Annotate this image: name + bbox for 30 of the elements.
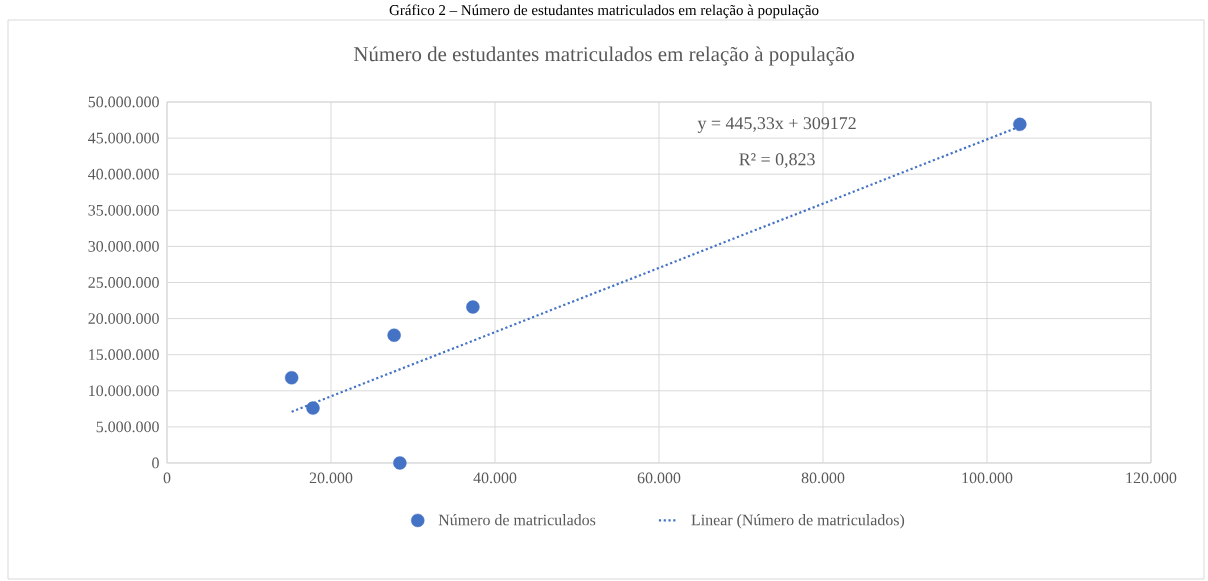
text: Gráfico 2 – Número de estudantes matriculados em relação à população (389, 4, 819, 19)
y-tick-label: 30.000.000 (88, 240, 159, 252)
x-tick-label: 0 (163, 472, 171, 484)
y-tick-label: 0 (152, 457, 159, 469)
x-tick-label: 120.000 (1126, 472, 1177, 484)
annotation: y = 445,33x + 309172 (697, 117, 856, 133)
y-tick-label: 35.000.000 (88, 204, 159, 216)
point (393, 456, 407, 470)
x-tick-label: 20.000 (309, 472, 353, 484)
y-tick-label: 25.000.000 (88, 277, 159, 288)
y-tick-label: 40.000.000 (88, 168, 159, 180)
x-tick-label: 100.000 (962, 472, 1013, 484)
point (387, 328, 401, 342)
legend-label: Linear (Número de matriculados) (691, 514, 905, 529)
y-tick-label: 15.000.000 (89, 349, 159, 361)
x-tick-label: 40.000 (473, 472, 517, 484)
point (466, 300, 480, 314)
legend-label: Número de matriculados (438, 514, 596, 526)
point (306, 401, 320, 415)
point (284, 371, 299, 385)
y-tick-label: 50.000.000 (88, 96, 159, 108)
x-tick-label: 60.000 (637, 472, 681, 484)
y-tick-label: 45.000.000 (88, 132, 159, 144)
y-tick-label: 10.000.000 (89, 385, 159, 397)
y-tick-label: 5.000.000 (96, 421, 159, 433)
point (1013, 117, 1027, 132)
y-tick-label: 20.000.000 (88, 313, 159, 324)
annotation: R² = 0,823 (739, 153, 815, 168)
chart-title: Número de estudantes matriculados em relação à população (353, 46, 854, 66)
x-tick-label: 80.000 (801, 472, 845, 484)
